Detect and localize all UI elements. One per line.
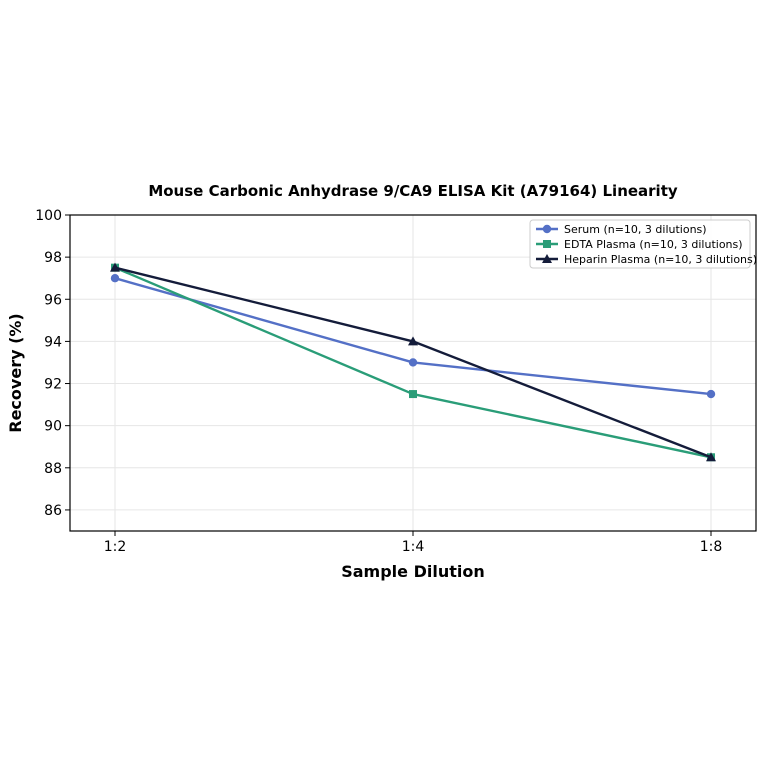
- legend: Serum (n=10, 3 dilutions) EDTA Plasma (n=…: [529, 219, 757, 269]
- y-tick-label: 96: [44, 292, 62, 308]
- series-1: [110, 274, 716, 399]
- x-tick-label: 1:2: [104, 539, 127, 555]
- legend-item: Heparin Plasma (n=10, 3 dilutions): [536, 253, 757, 266]
- data-point: [408, 336, 418, 346]
- legend-marker: [543, 240, 551, 248]
- legend-label: EDTA Plasma (n=10, 3 dilutions): [564, 238, 743, 251]
- y-tick-label: 88: [44, 461, 62, 477]
- legend-box: [529, 219, 751, 269]
- y-tick-label: 100: [35, 208, 62, 224]
- legend-label: Serum (n=10, 3 dilutions): [564, 223, 707, 236]
- y-tick-label: 90: [44, 419, 62, 435]
- data-point: [706, 452, 716, 462]
- data-point: [408, 358, 418, 367]
- data-point: [110, 262, 120, 272]
- legend-label: Heparin Plasma (n=10, 3 dilutions): [564, 253, 757, 266]
- legend-item: EDTA Plasma (n=10, 3 dilutions): [536, 238, 743, 251]
- y-tick-label: 94: [44, 334, 62, 350]
- series-3: [110, 262, 716, 462]
- axis-ticks: 86 88 90 92 94 96 98 100 1:2 1:4 1:8: [35, 208, 722, 555]
- legend-marker: [542, 224, 552, 234]
- legend-marker: [542, 254, 552, 263]
- chart-title: Mouse Carbonic Anhydrase 9/CA9 ELISA Kit…: [148, 182, 678, 200]
- y-tick-label: 92: [44, 377, 62, 393]
- x-tick-label: 1:4: [402, 539, 425, 555]
- data-point: [706, 389, 716, 399]
- legend-item: Serum (n=10, 3 dilutions): [536, 223, 707, 236]
- series-layer: [110, 262, 716, 462]
- data-point: [110, 274, 120, 283]
- y-tick-label: 86: [44, 503, 62, 519]
- x-tick-label: 1:8: [700, 539, 723, 555]
- data-point: [409, 390, 417, 399]
- y-tick-label: 98: [44, 250, 62, 266]
- x-axis-label: Sample Dilution: [341, 562, 485, 581]
- y-axis-label: Recovery (%): [6, 313, 25, 432]
